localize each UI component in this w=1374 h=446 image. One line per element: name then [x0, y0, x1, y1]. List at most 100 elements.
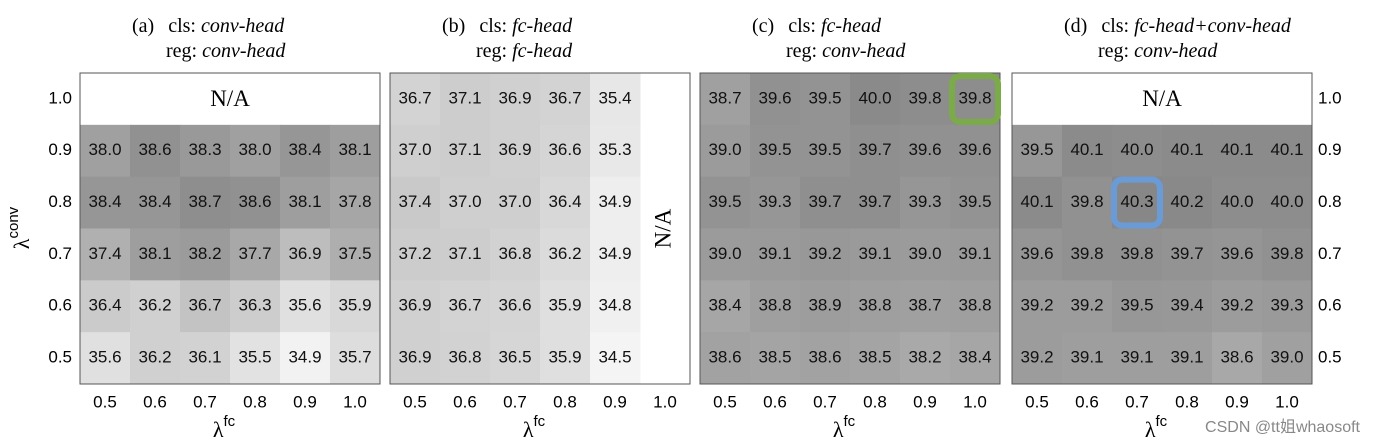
x-tick-label: 0.8	[1175, 392, 1199, 411]
x-tick-label: 1.0	[1275, 392, 1299, 411]
heat-cell	[700, 176, 751, 229]
heat-cell	[440, 332, 491, 385]
cls-prefix: cls:	[168, 15, 196, 37]
reg-prefix: reg:	[476, 40, 507, 62]
x-label-symbol: λ	[833, 417, 844, 442]
cell-label: 35.9	[338, 296, 371, 315]
heat-cell	[1212, 228, 1263, 281]
cell-label: 40.2	[1170, 192, 1203, 211]
cell-label: 40.1	[1220, 140, 1253, 159]
cell-label: 40.1	[1020, 192, 1053, 211]
cell-label: 39.5	[1120, 296, 1153, 315]
cell-label: 36.2	[138, 348, 171, 367]
x-tick-label: 0.8	[863, 392, 887, 411]
panel-border	[699, 72, 1001, 385]
heat-cell	[280, 228, 331, 281]
y-tick-label: 0.9	[48, 140, 72, 159]
heat-cell	[130, 332, 181, 385]
heat-cell	[1012, 280, 1063, 333]
cell-label: 35.3	[598, 140, 631, 159]
heat-cell	[1262, 280, 1313, 333]
na-label: N/A	[650, 208, 675, 248]
cell-label: 39.8	[1270, 244, 1303, 263]
y-label-symbol: λ	[9, 238, 34, 249]
reg-head: conv-head	[1134, 40, 1218, 62]
heat-cell	[1012, 228, 1063, 281]
x-tick-label: 0.9	[603, 392, 627, 411]
heat-cell	[700, 73, 751, 126]
heat-cell	[700, 228, 751, 281]
heat-cell	[1262, 176, 1313, 229]
cell-label: 36.4	[88, 296, 121, 315]
y-tick-label: 0.5	[1318, 348, 1342, 367]
heat-cell	[800, 73, 851, 126]
cell-label: 36.9	[498, 88, 531, 107]
cell-label: 34.9	[288, 348, 321, 367]
cell-label: 36.8	[498, 244, 531, 263]
panel-label: (a)	[132, 15, 154, 37]
heat-cell	[390, 228, 441, 281]
cell-label: 38.6	[708, 348, 741, 367]
cell-label: 36.3	[238, 296, 271, 315]
cell-label: 34.5	[598, 348, 631, 367]
x-label-sup: fc	[844, 413, 856, 430]
heat-cell	[1012, 176, 1063, 229]
cell-label: 40.0	[1220, 192, 1253, 211]
heat-cell	[1162, 280, 1213, 333]
heat-cell	[540, 332, 591, 385]
cell-label: 38.7	[708, 88, 741, 107]
x-tick-label: 0.8	[553, 392, 577, 411]
heat-cell	[280, 332, 331, 385]
heat-cell	[80, 228, 131, 281]
cell-label: 38.4	[288, 140, 321, 159]
cell-label: 38.8	[758, 296, 791, 315]
cell-label: 39.1	[958, 244, 991, 263]
y-label-sup: conv	[5, 206, 22, 238]
cell-label: 38.0	[238, 140, 271, 159]
x-label-symbol: λ	[523, 417, 534, 442]
heat-cell	[180, 228, 231, 281]
heat-cell	[590, 332, 641, 385]
y-tick-label: 0.6	[48, 296, 72, 315]
cell-label: 39.7	[858, 192, 891, 211]
panel-title: (d) cls: fc-head+conv-head	[1064, 15, 1292, 37]
cell-label: 36.5	[498, 348, 531, 367]
heat-cell	[750, 176, 801, 229]
heat-cell	[230, 280, 281, 333]
reg-head: conv-head	[202, 40, 286, 62]
x-tick-label: 0.5	[713, 392, 737, 411]
heat-cell	[950, 124, 1001, 178]
cell-label: 39.7	[858, 140, 891, 159]
cell-label: 39.0	[1270, 348, 1303, 367]
heat-cell	[1212, 280, 1263, 333]
heat-cell	[800, 332, 851, 385]
heat-cell	[800, 280, 851, 333]
x-tick-label: 0.6	[143, 392, 167, 411]
cell-label: 36.4	[548, 192, 581, 211]
y-axis-label: λconv	[5, 206, 34, 249]
heat-cell	[1112, 228, 1163, 281]
heat-cell	[440, 280, 491, 333]
heat-cell	[540, 228, 591, 281]
cls-prefix: cls:	[1101, 15, 1129, 37]
heat-cell	[950, 332, 1001, 385]
cell-label: 40.3	[1120, 192, 1153, 211]
cell-label: 37.5	[338, 244, 371, 263]
heat-cell	[1162, 124, 1213, 178]
heat-cell	[1062, 124, 1113, 178]
reg-prefix: reg:	[1098, 40, 1129, 62]
panel-subtitle: reg: conv-head	[1098, 40, 1218, 62]
y-tick-label: 0.6	[1318, 296, 1342, 315]
heat-cell	[1262, 124, 1313, 178]
panel-label: (d)	[1064, 15, 1087, 37]
heat-cell	[1062, 176, 1113, 229]
cell-label: 39.2	[1020, 296, 1053, 315]
cell-label: 38.2	[908, 348, 941, 367]
cell-label: 39.8	[1070, 244, 1103, 263]
heat-cell	[900, 332, 951, 385]
heat-cell	[850, 280, 901, 333]
panel-border	[79, 72, 381, 385]
heat-cell	[440, 228, 491, 281]
cell-label: 39.2	[808, 244, 841, 263]
